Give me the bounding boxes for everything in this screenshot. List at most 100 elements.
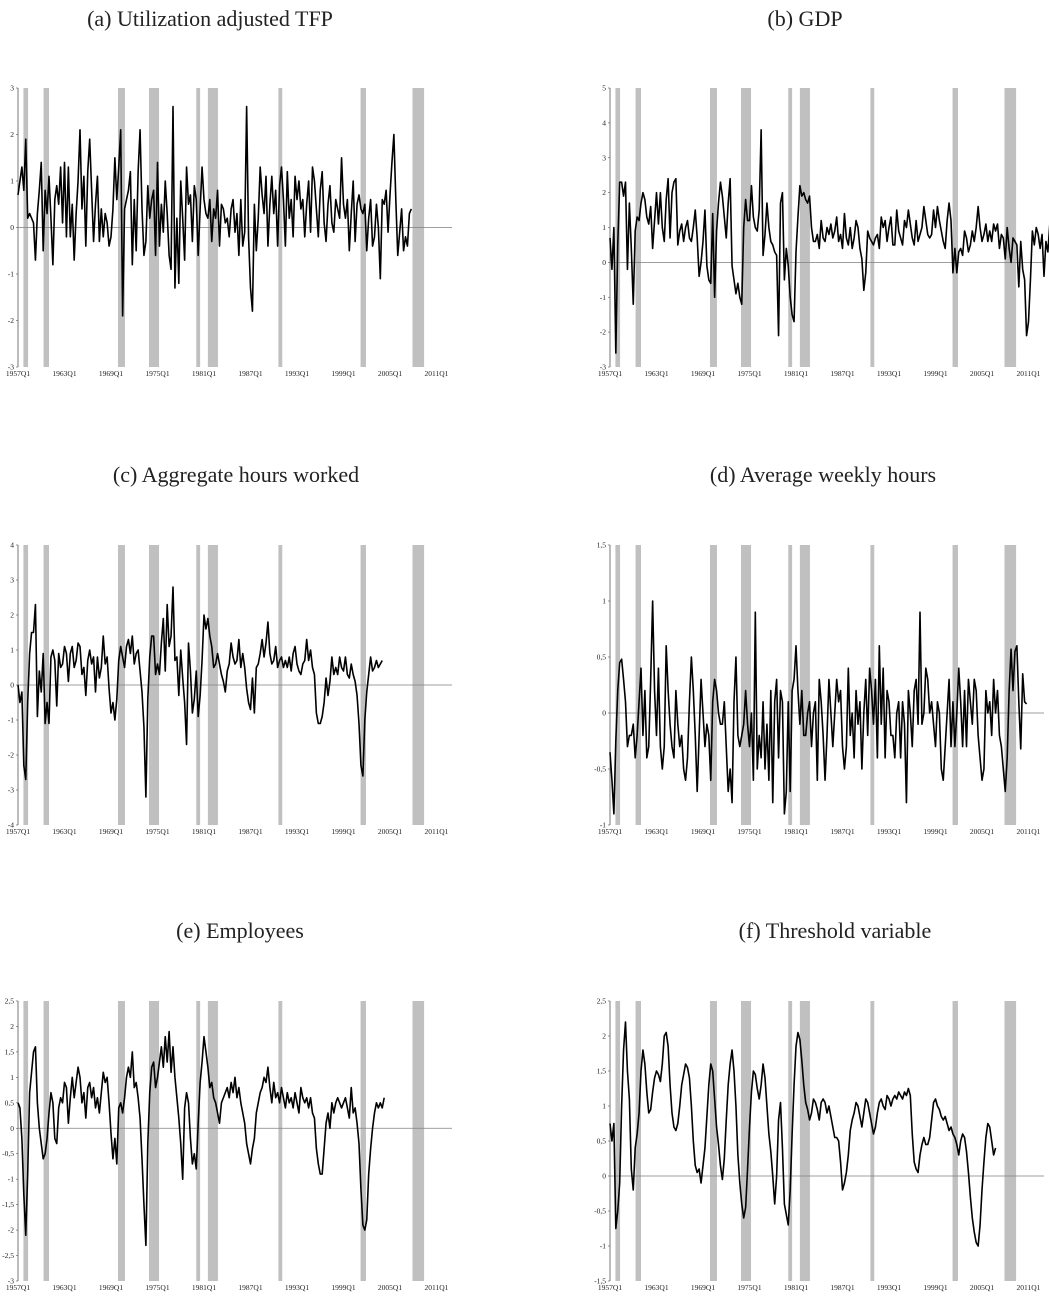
series-line (17, 1030, 385, 1247)
y-tick-label: 5 (602, 84, 606, 93)
x-tick-label: 1993Q1 (285, 1283, 309, 1292)
recession-band (870, 88, 875, 367)
recession-band (799, 88, 810, 367)
x-tick-label: 2011Q1 (1017, 1283, 1041, 1292)
x-tick-label: 2005Q1 (970, 827, 994, 836)
x-tick-label: 1963Q1 (644, 827, 668, 836)
y-tick-label: -0,5 (2, 1149, 14, 1158)
y-tick-label: 3 (602, 153, 606, 162)
chart-title: (d) Average weekly hours (710, 462, 936, 487)
x-tick-label: 1975Q1 (737, 1283, 761, 1292)
x-tick-label: 1975Q1 (145, 827, 169, 836)
series-line (609, 129, 1049, 354)
recession-band (1004, 1001, 1017, 1281)
y-tick-label: 1,5 (597, 1067, 607, 1076)
x-tick-label: 2011Q1 (1017, 827, 1041, 836)
y-tick-label: 1 (602, 223, 606, 232)
y-tick-label: -2 (8, 751, 14, 760)
x-tick-label: 1963Q1 (52, 1283, 76, 1292)
x-tick-label: 1975Q1 (145, 1283, 169, 1292)
y-tick-label: 0 (602, 709, 606, 718)
y-tick-label: -1 (600, 293, 606, 302)
y-tick-label: 1,5 (5, 1047, 15, 1056)
y-tick-label: 0,5 (5, 1098, 15, 1107)
y-tick-label: -1 (600, 1242, 606, 1251)
y-tick-label: -0,5 (594, 1207, 606, 1216)
x-tick-label: 1969Q1 (99, 369, 123, 378)
x-tick-label: 1987Q1 (830, 827, 854, 836)
y-tick-label: -1 (8, 716, 14, 725)
y-tick-label: 0 (10, 1124, 14, 1133)
chart-title: (a) Utilization adjusted TFP (87, 6, 333, 31)
y-tick-label: -3 (8, 786, 14, 795)
y-tick-label: 4 (10, 541, 14, 550)
y-tick-label: -1,5 (2, 1200, 14, 1209)
recession-band (799, 1001, 810, 1281)
x-tick-label: 1981Q1 (784, 827, 808, 836)
x-tick-label: 1981Q1 (192, 369, 216, 378)
y-tick-label: 2 (10, 130, 14, 139)
x-tick-label: 1987Q1 (238, 827, 262, 836)
x-tick-label: 2005Q1 (970, 369, 994, 378)
series-line (609, 1021, 997, 1247)
x-tick-label: 1987Q1 (830, 369, 854, 378)
x-tick-label: 1957Q1 (598, 1283, 622, 1292)
x-tick-label: 2011Q1 (425, 827, 449, 836)
recession-band (740, 545, 752, 825)
x-tick-label: 2011Q1 (425, 369, 449, 378)
recession-band (635, 88, 641, 367)
chart-panel-4: (d) Average weekly hours -1 -0,5 0 0,5 1 1,5 19… (594, 462, 1044, 836)
recession-band (788, 1001, 793, 1281)
y-tick-label: -2 (600, 328, 606, 337)
x-tick-label: 1999Q1 (331, 1283, 355, 1292)
y-tick-label: -1 (600, 821, 606, 830)
y-tick-label: 0 (10, 223, 14, 232)
x-tick-label: 1969Q1 (691, 827, 715, 836)
y-tick-label: 0,5 (597, 1137, 607, 1146)
y-tick-label: -4 (8, 821, 14, 830)
y-tick-label: 1,5 (597, 541, 607, 550)
y-tick-label: 2 (602, 1032, 606, 1041)
recession-band (709, 1001, 717, 1281)
x-tick-label: 2005Q1 (378, 827, 402, 836)
recession-band (952, 88, 958, 367)
x-tick-label: 1999Q1 (331, 827, 355, 836)
x-tick-label: 1987Q1 (238, 369, 262, 378)
chart-panel-1: (a) Utilization adjusted TFP -3 -2 -1 0 1 2 3 19… (6, 6, 452, 378)
recession-band (23, 1001, 29, 1281)
recession-band (412, 1001, 425, 1281)
y-tick-label: 1 (10, 1073, 14, 1082)
x-tick-label: 1963Q1 (644, 1283, 668, 1292)
x-tick-label: 1993Q1 (285, 827, 309, 836)
y-tick-label: -2 (8, 316, 14, 325)
y-tick-label: -2,5 (2, 1251, 14, 1260)
x-tick-label: 1999Q1 (923, 369, 947, 378)
y-tick-label: -0,5 (594, 765, 606, 774)
x-tick-label: 1963Q1 (52, 369, 76, 378)
y-tick-label: -3 (8, 1277, 14, 1286)
y-tick-label: -3 (8, 363, 14, 372)
y-tick-label: 2 (10, 611, 14, 620)
recession-band (740, 1001, 752, 1281)
recession-band (117, 1001, 125, 1281)
y-tick-label: -1,5 (594, 1277, 606, 1286)
y-tick-label: 2,5 (5, 997, 15, 1006)
y-tick-label: -2 (8, 1226, 14, 1235)
recession-band (952, 545, 958, 825)
x-tick-label: 1975Q1 (737, 369, 761, 378)
y-tick-label: 1 (602, 597, 606, 606)
y-tick-label: 2 (602, 188, 606, 197)
y-tick-label: 2 (10, 1022, 14, 1031)
x-tick-label: 1957Q1 (598, 827, 622, 836)
recession-band (360, 1001, 366, 1281)
chart-panel-3: (c) Aggregate hours worked -4 -3 -2 -1 0 1 2 3 4 1… (6, 462, 452, 836)
x-tick-label: 2005Q1 (378, 1283, 402, 1292)
x-tick-label: 2005Q1 (378, 369, 402, 378)
x-tick-label: 1987Q1 (830, 1283, 854, 1292)
recession-band (207, 1001, 218, 1281)
x-tick-label: 1981Q1 (784, 369, 808, 378)
x-tick-label: 1999Q1 (923, 1283, 947, 1292)
recession-band (799, 545, 810, 825)
recession-band (870, 1001, 875, 1281)
